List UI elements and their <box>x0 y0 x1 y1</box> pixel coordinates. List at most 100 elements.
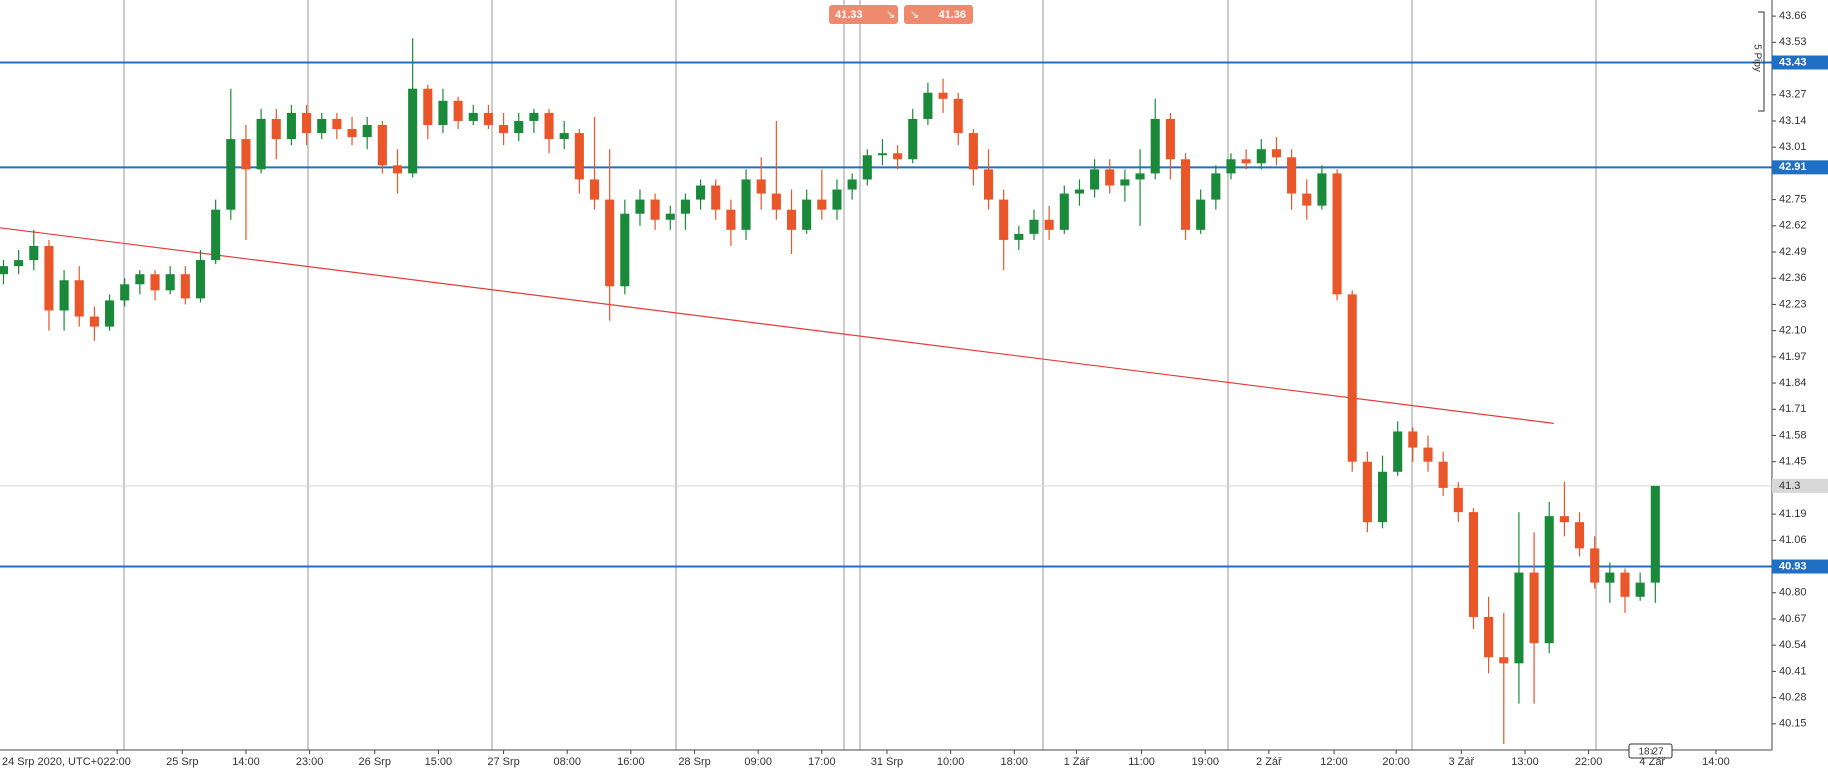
candle-body <box>1484 616 1494 658</box>
sell-icon: ↘ <box>886 9 895 21</box>
y-tick-label: 43.53 <box>1779 36 1807 48</box>
candle-body <box>680 199 690 214</box>
x-tick-label: 14:00 <box>232 756 260 768</box>
candle-body <box>650 199 660 220</box>
candle-body <box>1514 572 1524 664</box>
x-tick-label: 22:00 <box>1575 756 1603 768</box>
y-tick-label: 40.15 <box>1779 718 1807 730</box>
candle-body <box>483 112 493 125</box>
candle-body <box>195 260 206 299</box>
buy-price: 41.36 <box>938 9 966 21</box>
pip-bracket <box>1758 11 1765 112</box>
y-tick-label: 42.75 <box>1779 194 1807 206</box>
candle-body <box>468 112 478 121</box>
candle-body <box>1150 118 1160 174</box>
sell-button[interactable] <box>829 5 898 24</box>
level-box <box>1772 55 1828 70</box>
candle-body <box>1196 199 1206 230</box>
candle-body <box>362 125 372 138</box>
candle-body <box>1438 461 1448 488</box>
candle-body <box>802 199 812 230</box>
candle-body <box>1590 548 1600 583</box>
candle-body <box>1180 159 1191 230</box>
x-tick-label: 20:00 <box>1382 756 1410 768</box>
level-label: 40.93 <box>1779 560 1807 572</box>
candle-body <box>817 199 827 210</box>
candle-body <box>605 199 615 287</box>
candle-body <box>226 139 236 210</box>
x-tick-label: 12:00 <box>1320 756 1348 768</box>
x-tick-label: 31 Srp <box>871 756 903 768</box>
candle-body <box>14 260 24 267</box>
candle-body <box>862 155 872 180</box>
level-label: 42.91 <box>1779 161 1807 173</box>
candle-body <box>741 179 751 230</box>
candle-body <box>1468 512 1479 617</box>
candle-body <box>347 129 357 138</box>
candle-body <box>1332 173 1342 295</box>
x-tick-label: 1 Zář <box>1064 756 1090 768</box>
candle-body <box>620 213 630 287</box>
candle-body <box>847 179 857 190</box>
x-tick-label: 23:00 <box>296 756 324 768</box>
candle-body <box>696 185 706 200</box>
candle-body <box>423 88 433 125</box>
y-tick-label: 42.23 <box>1779 298 1807 310</box>
y-tick-label: 43.66 <box>1779 10 1807 22</box>
x-tick-label: 25 Srp <box>166 756 198 768</box>
buy-button[interactable] <box>904 5 973 24</box>
candle-body <box>29 245 39 261</box>
candle-body <box>453 100 463 121</box>
current-price-box <box>1772 478 1828 493</box>
candle-body <box>589 179 600 200</box>
x-tick-label: 26 Srp <box>359 756 391 768</box>
x-tick-label: 27 Srp <box>487 756 519 768</box>
buy-icon: ↘ <box>910 9 919 21</box>
candle-body <box>150 274 160 291</box>
candle-body <box>1074 189 1084 194</box>
candle-body <box>1090 169 1100 190</box>
candle-body <box>711 185 721 210</box>
candle-body <box>165 274 175 291</box>
candle-body <box>438 100 448 125</box>
candle-body <box>1014 233 1024 240</box>
candle-body <box>317 118 327 134</box>
candle-body <box>286 112 296 140</box>
candle-body <box>89 316 99 327</box>
candle-body <box>408 88 418 174</box>
candle-body <box>893 153 903 160</box>
y-tick-label: 43.14 <box>1779 115 1807 127</box>
y-tick-label: 40.41 <box>1779 665 1807 677</box>
candle-body <box>1362 461 1372 523</box>
candle-body <box>832 189 842 210</box>
candle-body <box>180 274 190 299</box>
candle-body <box>1059 193 1069 230</box>
candle-body <box>1287 157 1297 194</box>
candle-body <box>59 280 69 311</box>
y-tick-label: 40.54 <box>1779 639 1807 651</box>
x-tick-label: 16:00 <box>617 756 645 768</box>
candle-body <box>120 284 130 301</box>
y-tick-label: 43.27 <box>1779 89 1807 101</box>
candle-body <box>1499 657 1509 664</box>
candle-body <box>1635 582 1645 597</box>
y-tick-label: 40.28 <box>1779 691 1807 703</box>
y-tick-label: 41.06 <box>1779 534 1807 546</box>
candle-body <box>1650 485 1660 583</box>
candle-body <box>271 118 281 140</box>
x-start-label: 24 Srp 2020, UTC+0 <box>2 756 103 768</box>
candle-body <box>923 92 933 119</box>
x-tick-label: 10:00 <box>937 756 965 768</box>
clock: 18:27 <box>1638 747 1663 758</box>
candle-body <box>0 266 9 275</box>
candle-body <box>665 213 675 220</box>
y-tick-label: 41.45 <box>1779 456 1807 468</box>
candle-body <box>1423 447 1433 462</box>
sell-price: 41.33 <box>835 9 863 21</box>
candle-body <box>377 125 387 166</box>
candle-body <box>1377 471 1388 523</box>
quote-box[interactable]: 41.33 ↘ ↘ 41.36 <box>829 5 973 24</box>
clock-box <box>1628 743 1673 759</box>
x-tick-label: 14:00 <box>1702 756 1730 768</box>
current-price-label: 41.3 <box>1779 480 1800 492</box>
